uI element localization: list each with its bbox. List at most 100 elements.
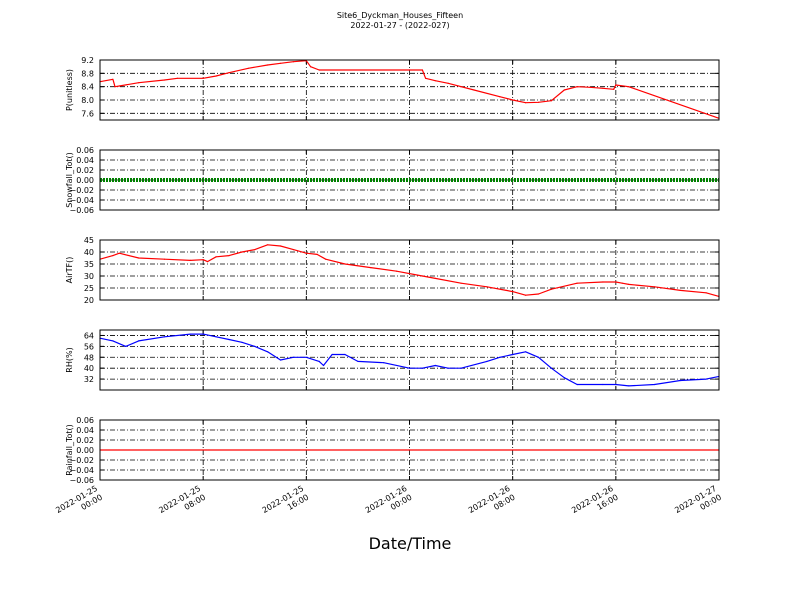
data-point — [602, 281, 604, 283]
y-axis-label: RH(%) — [65, 347, 74, 372]
data-point — [512, 353, 514, 356]
data-point — [163, 258, 166, 260]
data-point — [241, 251, 243, 253]
data-point — [434, 364, 436, 367]
data-point — [322, 364, 325, 367]
data-point — [499, 356, 501, 358]
x-tick-label: 2022-01-2516:00 — [261, 484, 311, 524]
data-point — [550, 288, 553, 290]
data-point — [705, 292, 707, 294]
data-point — [254, 345, 256, 347]
y-tick-label: −0.04 — [69, 466, 94, 475]
data-point — [163, 79, 166, 81]
y-tick-label: 0.02 — [76, 436, 94, 445]
data-point — [396, 270, 398, 272]
data-point — [576, 282, 578, 284]
y-tick-label: −0.02 — [69, 456, 94, 465]
data-point — [621, 282, 623, 284]
data-point — [628, 385, 630, 387]
y-tick-label: 0.02 — [76, 166, 94, 175]
data-point — [125, 345, 127, 347]
data-point — [331, 353, 333, 356]
data-point — [267, 351, 269, 353]
data-point — [114, 86, 116, 88]
plot-frame — [99, 419, 720, 481]
data-point — [189, 259, 191, 261]
y-tick-label: 0.04 — [76, 426, 94, 435]
data-point — [602, 87, 604, 89]
data-point — [118, 252, 120, 254]
data-point — [305, 252, 307, 254]
data-point — [344, 263, 346, 265]
data-point — [499, 96, 501, 98]
y-tick-label: 8.4 — [81, 83, 94, 92]
data-point — [486, 286, 488, 288]
data-point — [310, 66, 312, 68]
data-point — [228, 255, 230, 257]
y-tick-label: 0.00 — [76, 176, 94, 185]
y-tick-label: 40 — [84, 364, 94, 373]
data-point — [357, 360, 359, 362]
chart-title: Site6_Dyckman_Houses_Fifteen — [336, 11, 464, 20]
y-tick-label: 56 — [84, 342, 94, 351]
y-tick-label: 64 — [84, 331, 94, 340]
y-tick-label: 0.06 — [76, 416, 94, 425]
x-tick-label: 2022-01-2608:00 — [467, 484, 517, 524]
data-point — [705, 378, 707, 380]
data-point — [408, 367, 411, 369]
y-axis-label: AirTF() — [65, 257, 74, 284]
data-point — [512, 99, 514, 101]
data-point — [118, 85, 120, 87]
data-point — [138, 340, 140, 342]
data-point — [215, 75, 217, 77]
data-point — [563, 377, 565, 379]
data-point — [112, 78, 114, 80]
y-tick-label: −0.04 — [69, 196, 94, 205]
data-point — [615, 84, 617, 86]
data-point — [408, 69, 411, 71]
y-tick-label: 0.04 — [76, 156, 94, 165]
data-point — [228, 72, 230, 74]
data-point — [679, 289, 681, 291]
y-tick-label: 8.8 — [81, 69, 94, 78]
data-point — [537, 293, 540, 295]
data-point — [447, 367, 449, 369]
plot-frame — [99, 59, 720, 121]
data-point — [279, 245, 282, 247]
data-point — [202, 259, 204, 261]
x-tick-label: 2022-01-2700:00 — [673, 484, 723, 524]
data-point — [228, 338, 230, 341]
y-tick-label: 32 — [84, 375, 94, 384]
y-tick-label: −0.06 — [69, 476, 94, 485]
data-point — [279, 62, 282, 64]
data-point — [325, 258, 327, 260]
data-point — [628, 86, 630, 88]
data-point — [163, 336, 166, 338]
data-point — [370, 267, 372, 269]
data-point — [138, 82, 140, 84]
data-point — [421, 69, 423, 71]
data-point — [279, 359, 282, 361]
data-point — [613, 88, 615, 90]
y-tick-label: 40 — [84, 248, 94, 257]
plot-frame — [99, 239, 720, 301]
data-point — [550, 367, 553, 369]
y-tick-label: 7.6 — [81, 109, 94, 118]
data-point — [550, 100, 553, 102]
data-point — [512, 291, 514, 293]
data-point — [344, 353, 346, 356]
y-axis-label: P(unitless) — [65, 69, 74, 111]
y-tick-label: 30 — [84, 272, 94, 281]
data-point — [421, 275, 423, 277]
y-tick-label: 35 — [84, 260, 94, 269]
data-point — [316, 253, 318, 255]
data-point — [247, 67, 249, 69]
y-axis-label: Snowfall_Tot() — [65, 152, 74, 208]
data-point — [318, 360, 320, 362]
plot-frame — [99, 149, 720, 211]
data-point — [537, 101, 540, 103]
data-point — [505, 289, 507, 291]
data-point — [176, 77, 178, 79]
